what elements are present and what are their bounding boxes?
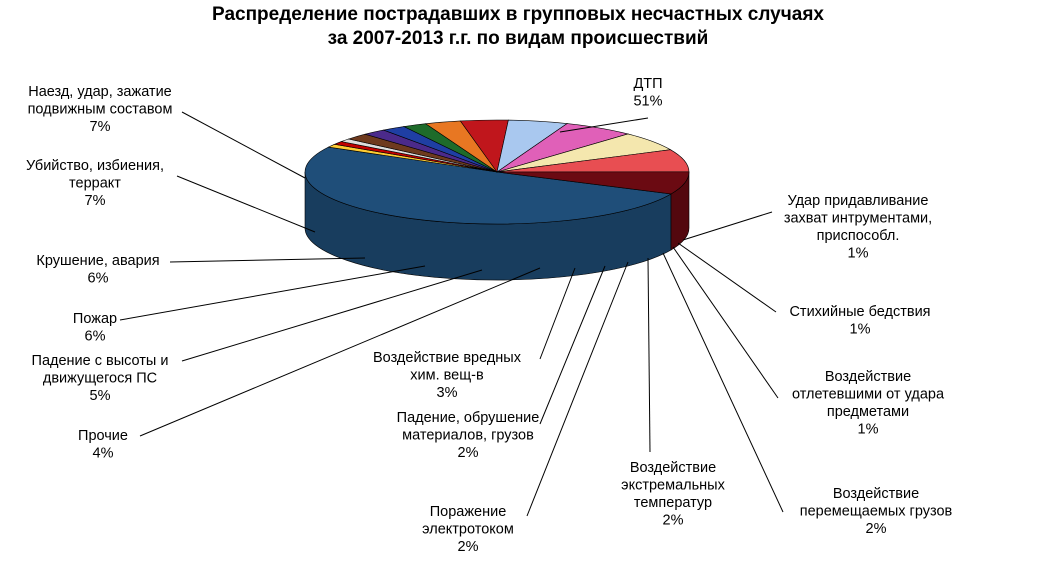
leader-line-8 xyxy=(539,265,606,425)
leader-line-5 xyxy=(662,252,784,513)
slice-label-11: Падение с высоты и движущегося ПС5% xyxy=(32,353,169,404)
chart-title-line-2: за 2007-2013 г.г. по видам происшествий xyxy=(328,28,709,49)
slice-label-8-text-1: Падение, обрушение xyxy=(397,410,540,426)
slice-label-11-text-1: Падение с высоты и xyxy=(32,353,169,369)
slice-label-8-percent: 2% xyxy=(458,445,479,461)
slice-label-9: Воздействие вредных хим. вещ-в3% xyxy=(373,350,522,401)
leader-line-15 xyxy=(181,111,306,179)
slice-label-14-text-2: терракт xyxy=(69,176,121,192)
slice-label-9-text-1: Воздействие вредных xyxy=(373,350,522,366)
pie-slice-15 xyxy=(496,171,690,195)
slice-label-3: Стихийные бедствия 1% xyxy=(789,304,930,338)
slice-label-15-text-1: Наезд, удар, зажатие xyxy=(28,84,172,100)
leader-line-1 xyxy=(559,117,649,133)
slice-label-1-percent: 51% xyxy=(633,94,662,110)
slice-label-5-text-1: Воздействие xyxy=(833,486,919,502)
slice-label-8-text-2: материалов, грузов xyxy=(402,428,534,444)
slice-label-13: Крушение, авария 6% xyxy=(36,253,159,287)
leader-line-4 xyxy=(672,246,779,399)
slice-label-10-text-1: Прочие xyxy=(78,428,128,444)
slice-label-2-text-1: Удар придавливание xyxy=(788,193,929,209)
slice-label-11-percent: 5% xyxy=(90,388,111,404)
slice-label-1-text-1: ДТП xyxy=(633,76,662,92)
slice-label-7-percent: 2% xyxy=(458,539,479,555)
leader-line-6 xyxy=(647,257,651,453)
slice-label-4-percent: 1% xyxy=(858,422,879,438)
leader-line-13 xyxy=(169,257,366,263)
slice-label-6-text-2: экстремальных xyxy=(621,478,725,494)
slice-label-12: Пожар 6% xyxy=(73,311,117,345)
slice-label-4-text-2: отлетевшими от удара xyxy=(792,387,945,403)
slice-label-4-text-3: предметами xyxy=(827,404,909,420)
pie-top-faces xyxy=(304,119,690,225)
slice-label-7-text-1: Поражение xyxy=(430,504,507,520)
slice-label-11-text-2: движущегося ПС xyxy=(43,371,157,387)
slice-label-15-text-2: подвижным составом xyxy=(28,102,173,118)
slice-label-13-percent: 6% xyxy=(88,271,109,287)
slice-label-14-text-1: Убийство, избиения, xyxy=(26,158,164,174)
slice-label-5-percent: 2% xyxy=(866,521,887,537)
slice-label-5-text-2: перемещаемых грузов xyxy=(800,504,953,520)
slice-label-2-percent: 1% xyxy=(848,246,869,262)
slice-label-2: Удар придавливание захват интрументами,пр… xyxy=(784,193,932,262)
leader-line-10 xyxy=(139,267,541,437)
slice-label-2-text-3: приспособл. xyxy=(817,228,900,244)
slice-label-9-percent: 3% xyxy=(437,385,458,401)
slice-label-3-percent: 1% xyxy=(850,322,871,338)
pie-slice-1 xyxy=(304,146,672,225)
slice-label-10: Прочие 4% xyxy=(78,428,128,462)
leader-line-7 xyxy=(526,261,629,517)
slice-label-6-text-1: Воздействие xyxy=(630,460,716,476)
slice-label-4: Воздействие отлетевшими от ударапредметам… xyxy=(792,369,945,438)
slice-label-7-text-2: электротоком xyxy=(422,522,514,538)
leader-line-11 xyxy=(181,269,483,362)
slice-label-9-text-2: хим. вещ-в xyxy=(410,368,484,384)
slice-label-6-text-3: температур xyxy=(634,495,712,511)
leader-line-3 xyxy=(677,242,777,313)
chart-title-line-1: Распределение пострадавших в групповых н… xyxy=(212,4,824,25)
slice-label-1: ДТП 51% xyxy=(633,76,662,110)
leader-line-12 xyxy=(119,265,426,321)
leader-lines xyxy=(119,111,784,517)
slice-label-3-text-1: Стихийные бедствия xyxy=(789,304,930,320)
leader-line-9 xyxy=(539,267,576,360)
slice-label-4-text-1: Воздействие xyxy=(825,369,911,385)
leader-line-14 xyxy=(176,175,316,233)
leader-line-2 xyxy=(682,211,773,241)
slice-label-13-text-1: Крушение, авария xyxy=(36,253,159,269)
slice-label-6-percent: 2% xyxy=(663,513,684,529)
slice-label-2-text-2: захват интрументами, xyxy=(784,211,932,227)
slice-label-12-percent: 6% xyxy=(85,329,106,345)
slice-labels: ДТП 51% Удар придавливание захват интрумент… xyxy=(26,76,953,555)
slice-label-12-text-1: Пожар xyxy=(73,311,117,327)
slice-label-14-percent: 7% xyxy=(85,193,106,209)
slice-label-10-percent: 4% xyxy=(93,446,114,462)
slice-label-15-percent: 7% xyxy=(90,119,111,135)
